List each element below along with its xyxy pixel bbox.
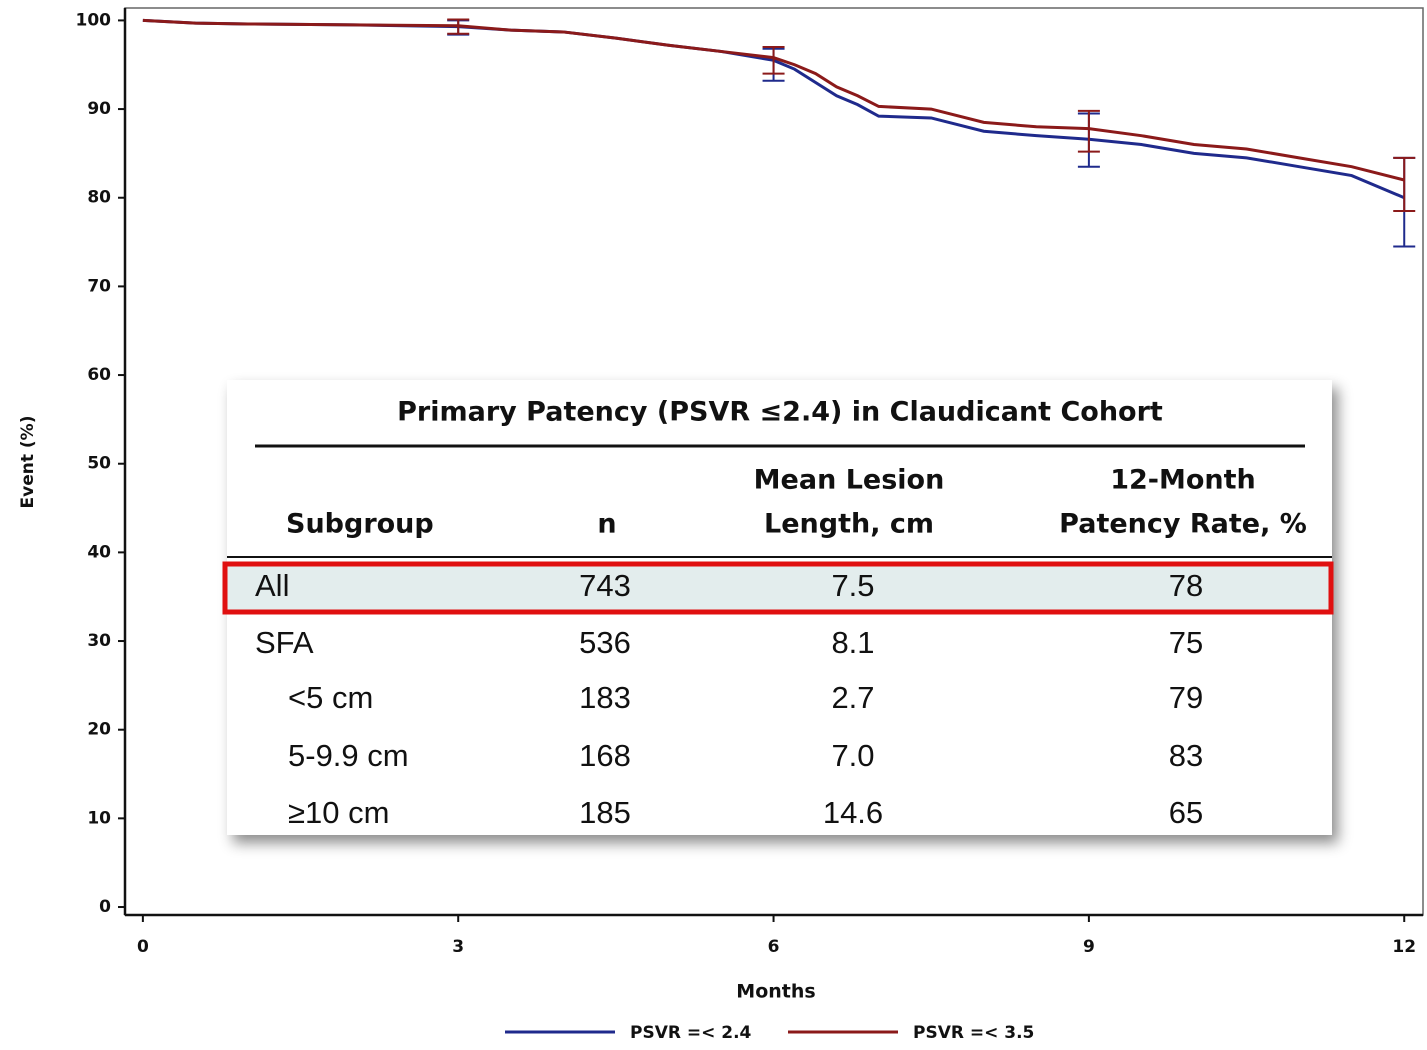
table-cell: 14.6 [823,795,883,830]
table-cell: 7.0 [831,738,874,773]
table-cell: SFA [255,625,314,660]
y-tick-label: 40 [87,542,111,562]
highlight-box [222,561,1334,615]
table-cell: 8.1 [831,625,874,660]
x-tick-label: 3 [452,937,464,957]
legend-label: PSVR =< 3.5 [913,1023,1034,1043]
column-header: n [597,509,616,540]
table-cell: 83 [1169,738,1203,773]
error-bar [1077,109,1100,153]
column-header: 12-Month [1110,465,1256,496]
y-tick-label: 100 [76,10,112,30]
x-tick-label: 6 [768,937,780,957]
y-tick-label: 0 [99,897,111,917]
y-tick-label: 70 [87,276,111,296]
table-cell: 65 [1169,795,1203,830]
table-cell: 185 [579,795,631,830]
table-cell: 78 [1169,568,1203,603]
table-cell: All [255,568,289,603]
column-header: Patency Rate, % [1059,509,1307,540]
table-title: Primary Patency (PSVR ≤2.4) in Claudican… [397,397,1163,428]
table-cell: 5-9.9 cm [288,738,409,773]
y-tick-label: 90 [87,99,111,119]
legend-label: PSVR =< 2.4 [630,1023,752,1043]
table-cell: 75 [1169,625,1203,660]
y-tick-label: 20 [87,720,111,740]
x-tick-label: 0 [137,937,149,957]
y-axis-title: Event (%) [18,416,38,509]
y-tick-label: 80 [87,188,111,208]
error-bar [447,18,470,35]
y-tick-label: 30 [87,631,111,651]
table-cell: 183 [579,680,631,715]
y-tick-label: 50 [87,454,111,474]
series-line [142,18,1405,182]
table-cell: 743 [579,568,631,603]
x-axis-title: Months [736,981,815,1003]
error-bar [762,46,785,75]
y-tick-label: 60 [87,365,111,385]
x-tick-label: 9 [1083,937,1095,957]
table-cell: 2.7 [831,680,874,715]
table-cell: 536 [579,625,631,660]
x-tick-label: 12 [1392,937,1416,957]
table-cell: 79 [1169,680,1203,715]
column-header: Length, cm [764,509,934,540]
error-bar [1393,156,1416,213]
y-tick-label: 10 [87,808,111,828]
column-header: Subgroup [286,509,434,540]
column-header: Mean Lesion [754,465,945,496]
table-cell: 7.5 [831,568,874,603]
table-cell: <5 cm [288,680,373,715]
table-cell: ≥10 cm [288,795,389,830]
row-highlight [227,565,1330,611]
table-cell: 168 [579,738,631,773]
